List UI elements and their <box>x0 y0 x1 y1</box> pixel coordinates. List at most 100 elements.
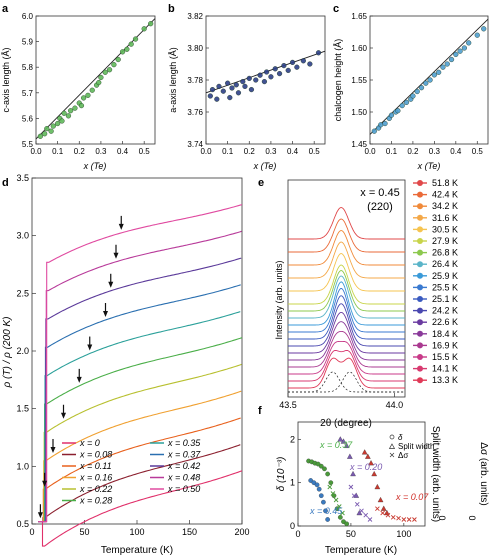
panel-e-legend-label: 26.4 K <box>432 259 458 269</box>
panel-e-legend-label: 34.2 K <box>432 201 458 211</box>
panel-e-curve-series <box>288 275 405 319</box>
panel-f-data-point <box>333 497 339 503</box>
panel-e-legend-label: 25.9 K <box>432 271 458 281</box>
panel-d-legend-label: x = 0.16 <box>79 473 112 483</box>
panel-b-xtick-label: 0.4 <box>287 147 299 156</box>
panel-b-xlabel: x (Te) <box>253 161 277 171</box>
panel-f-data-point <box>318 463 324 469</box>
panel-e-curve-series <box>288 218 405 253</box>
panel-e-frame <box>287 179 406 398</box>
panel-f-data-point <box>380 505 387 511</box>
panel-b-data-point <box>248 86 255 93</box>
panel-b-data-point <box>281 62 287 69</box>
panel-e-legend-label: 24.2 K <box>432 306 458 316</box>
panel-c-data-point <box>440 64 446 70</box>
panel-b-data-point <box>216 83 222 90</box>
panel-f-data-point <box>384 509 390 516</box>
panel-b-ytick-label: 3.82 <box>187 12 203 21</box>
panel-e-xtick-label: 44.0 <box>386 400 404 410</box>
panel-e-legend-marker <box>417 319 423 326</box>
panel-a-data-point <box>111 62 117 68</box>
panel-e-legend-marker <box>417 261 423 268</box>
panel-a-data-point <box>80 95 87 101</box>
panel-f-data-point <box>371 470 378 477</box>
panel-c-data-point <box>481 26 487 32</box>
panel-f-data-point <box>337 436 344 442</box>
panel-c-data-point <box>410 93 416 99</box>
panel-d-xtick-label: 50 <box>79 527 89 537</box>
panel-c-data-point <box>436 69 442 75</box>
panel-c-xtick-label: 0.3 <box>429 147 441 156</box>
panel-f-data-point <box>348 484 354 490</box>
panel-d-legend-label: x = 0.22 <box>79 484 112 494</box>
panel-f-xtick-label: 50 <box>346 529 356 539</box>
panel-e-curve-series <box>288 321 405 361</box>
panel-f-data-point <box>354 502 360 507</box>
panel-label-d: d <box>2 177 9 189</box>
panel-e-legend-marker <box>417 214 423 221</box>
panel-e-legend-label: 22.6 K <box>432 317 458 327</box>
panel-e-legend-marker <box>417 330 423 337</box>
panel-f-data-point <box>361 449 368 455</box>
panel-c-xtick-label: 0.5 <box>472 147 484 156</box>
panel-a-data-point <box>102 69 108 75</box>
panel-d-xtick-label: 0 <box>29 527 34 537</box>
panel-d-legend-label: x = 0.35 <box>167 438 201 448</box>
panel-e-legend-label: 25.5 K <box>432 282 458 292</box>
panel-a-data-point <box>50 123 56 129</box>
panel-d-curve-series <box>38 311 241 523</box>
panel-b-data-point <box>285 67 291 74</box>
panel-c-xtick-label: 0.1 <box>386 147 398 156</box>
panel-b-data-point <box>289 59 296 66</box>
panel-b-chart: 3.74 3.76 3.78 3.80 3.82 0.0 0.1 0.2 0.3 0.4 0.5 x… <box>168 12 326 171</box>
panel-b-data-point <box>272 66 278 72</box>
panel-d-ytick-label: 3.0 <box>16 231 29 241</box>
panel-d-frame <box>31 177 243 525</box>
panel-e-curve-series <box>288 241 405 279</box>
panel-a-data-point <box>141 26 147 32</box>
panel-b-data-point <box>240 78 246 85</box>
panel-f-frame <box>297 421 426 527</box>
panel-a-fit-line <box>35 18 156 140</box>
panel-e-legend-marker <box>417 284 423 291</box>
panel-c-ylabel: chalcogen height (Å) <box>333 39 343 122</box>
panel-d-transition-arrow-head <box>76 376 82 383</box>
panel-c-xtick-label: 0.2 <box>407 147 419 156</box>
panel-e-chart: 43.5 44.0 x = 0.45 (220) 51.8 K 42.4 K34.2… <box>274 178 458 429</box>
panel-f-data-point <box>375 506 380 511</box>
panel-b-data-point <box>253 77 259 83</box>
panel-a-data-point <box>42 131 48 137</box>
panel-d-xtick-label: 150 <box>182 527 197 537</box>
panel-c-data-point <box>378 122 384 128</box>
panel-f-xtick-label: 100 <box>396 529 411 539</box>
panel-e-legend-marker <box>417 203 423 210</box>
panel-a-ytick-label: 5.6 <box>22 114 34 123</box>
panel-d-curve-series <box>38 257 242 523</box>
panel-f-data-point <box>331 493 337 499</box>
panel-a-data-point <box>44 126 50 132</box>
panel-b-data-point <box>261 78 268 85</box>
panel-c-data-point <box>388 112 395 118</box>
panel-f-data-point <box>385 512 391 518</box>
panel-b-data-point <box>229 85 235 91</box>
panel-d-ytick-label: 1.0 <box>16 461 29 471</box>
panel-d-transition-arrow-head <box>37 512 43 519</box>
panel-d-transition-arrow-head <box>118 223 124 230</box>
panel-a-data-point <box>106 67 113 73</box>
panel-e-curve-series <box>288 230 405 266</box>
panel-f-right-tick-zero-2: 0 <box>467 515 477 520</box>
panel-d-xlabel: Temperature (K) <box>101 545 173 556</box>
panel-c-xtick-label: 0.4 <box>450 147 462 156</box>
panel-c-data-point <box>461 45 468 51</box>
panel-d-curve-series <box>38 204 243 523</box>
panel-c-data-point <box>418 85 425 91</box>
panel-e-curve-series <box>288 349 405 382</box>
panel-d-curve-series <box>38 417 241 523</box>
panel-a-data-point <box>61 110 67 116</box>
panel-b-ytick-label: 3.74 <box>187 140 203 149</box>
panel-a-xtick-label: 0.3 <box>95 147 107 156</box>
panel-a-data-point <box>48 128 54 134</box>
panel-e-legend-label: 15.5 K <box>432 352 458 362</box>
panel-d-transition-arrow-head <box>113 252 119 259</box>
